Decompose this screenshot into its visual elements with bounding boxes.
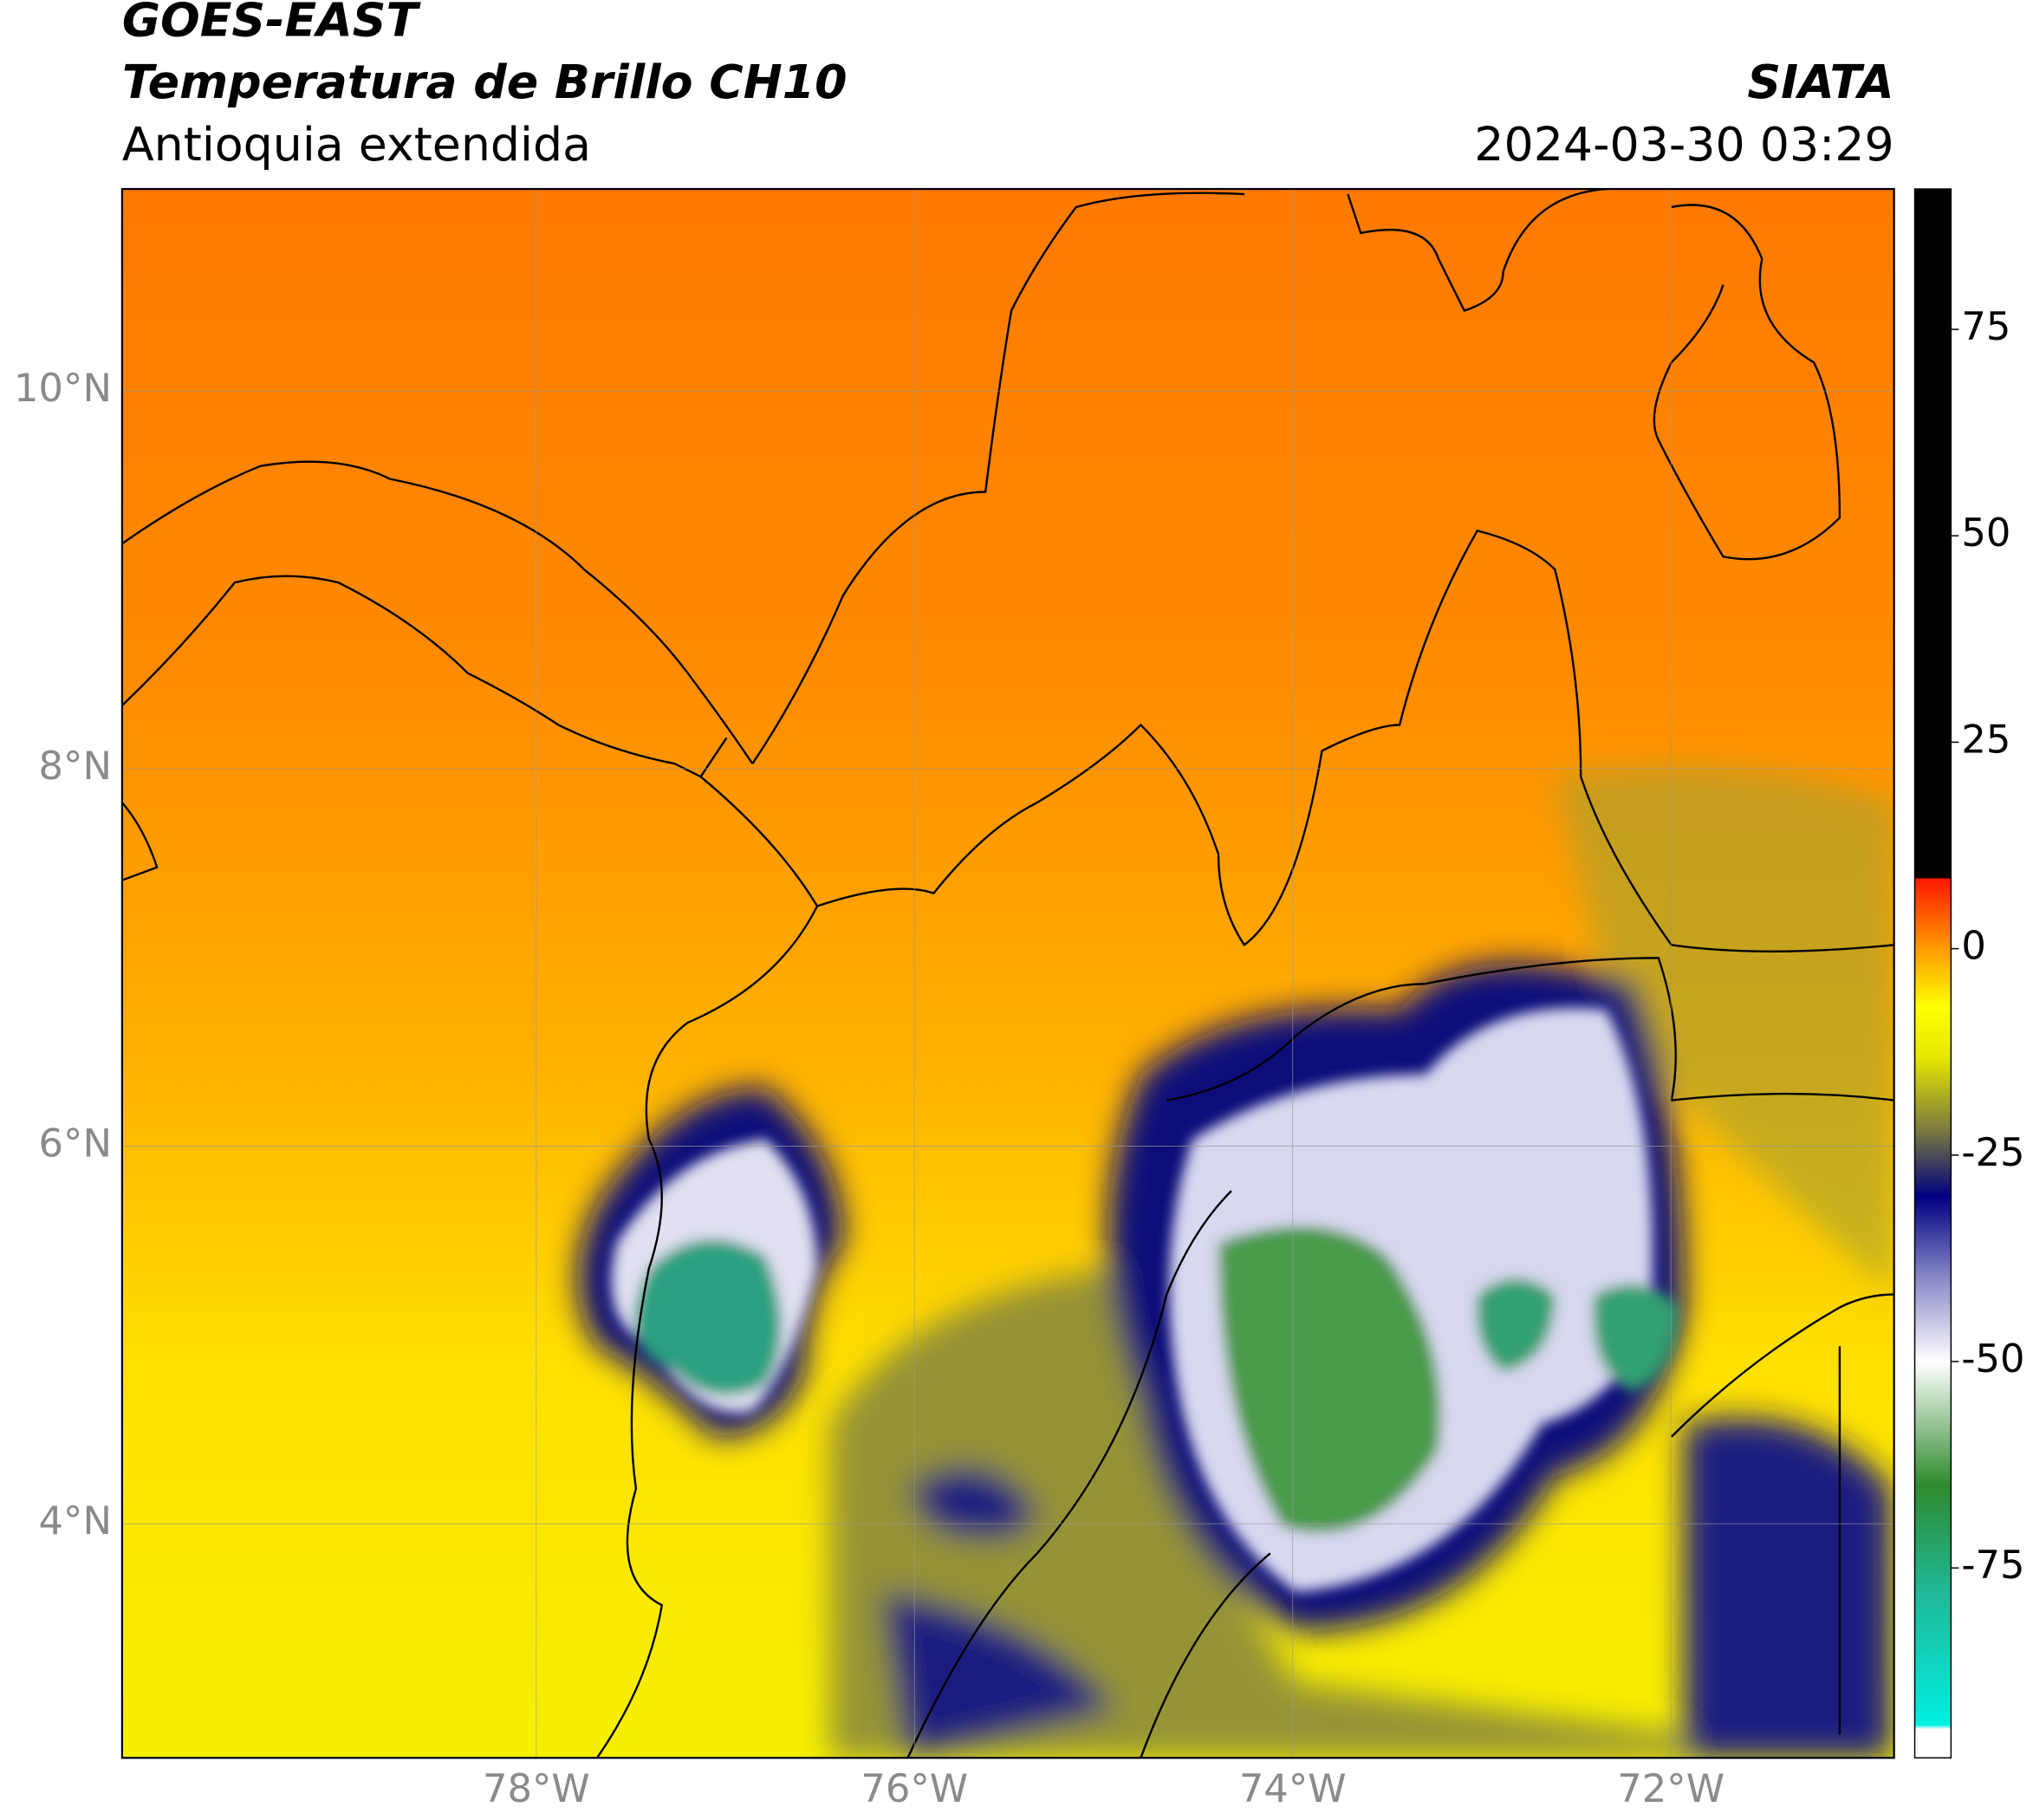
colorbar-tick-label: -50: [1961, 1336, 2024, 1381]
x-tick-label: 72°W: [1617, 1765, 1724, 1811]
colorbar-frame: [1913, 188, 1952, 1759]
map-frame: [120, 187, 1895, 1759]
y-tick-label: 10°N: [14, 365, 112, 411]
y-tick-label: 6°N: [39, 1121, 112, 1167]
source: SIATA: [1747, 55, 1893, 109]
y-tick-label: 8°N: [39, 743, 112, 789]
colorbar-tick-label: 50: [1961, 510, 2010, 556]
y-tick-label: 4°N: [39, 1498, 112, 1544]
x-tick-label: 74°W: [1239, 1765, 1347, 1811]
gridlines: [121, 189, 1894, 1758]
cloud-tops: [611, 1007, 1679, 1593]
colorbar: [1914, 189, 1952, 1758]
colorbar-tick-label: 0: [1961, 923, 1986, 969]
datetime: 2024-03-30 03:29: [1474, 117, 1893, 172]
coastlines: [121, 189, 1894, 1758]
x-tick-label: 78°W: [483, 1765, 590, 1811]
colorbar-tick-label: -75: [1961, 1542, 2024, 1588]
region: Antioquia extendida: [122, 117, 591, 172]
colorbar-tick-label: 25: [1961, 716, 2010, 762]
subtitle: Temperatura de Brillo CH10: [122, 55, 848, 109]
title: GOES-EAST: [122, 0, 422, 48]
map-imagery: [121, 189, 1894, 1758]
x-tick-label: 76°W: [861, 1765, 968, 1811]
colorbar-tick-label: 75: [1961, 303, 2010, 349]
colorbar-tick-label: -25: [1961, 1129, 2024, 1175]
